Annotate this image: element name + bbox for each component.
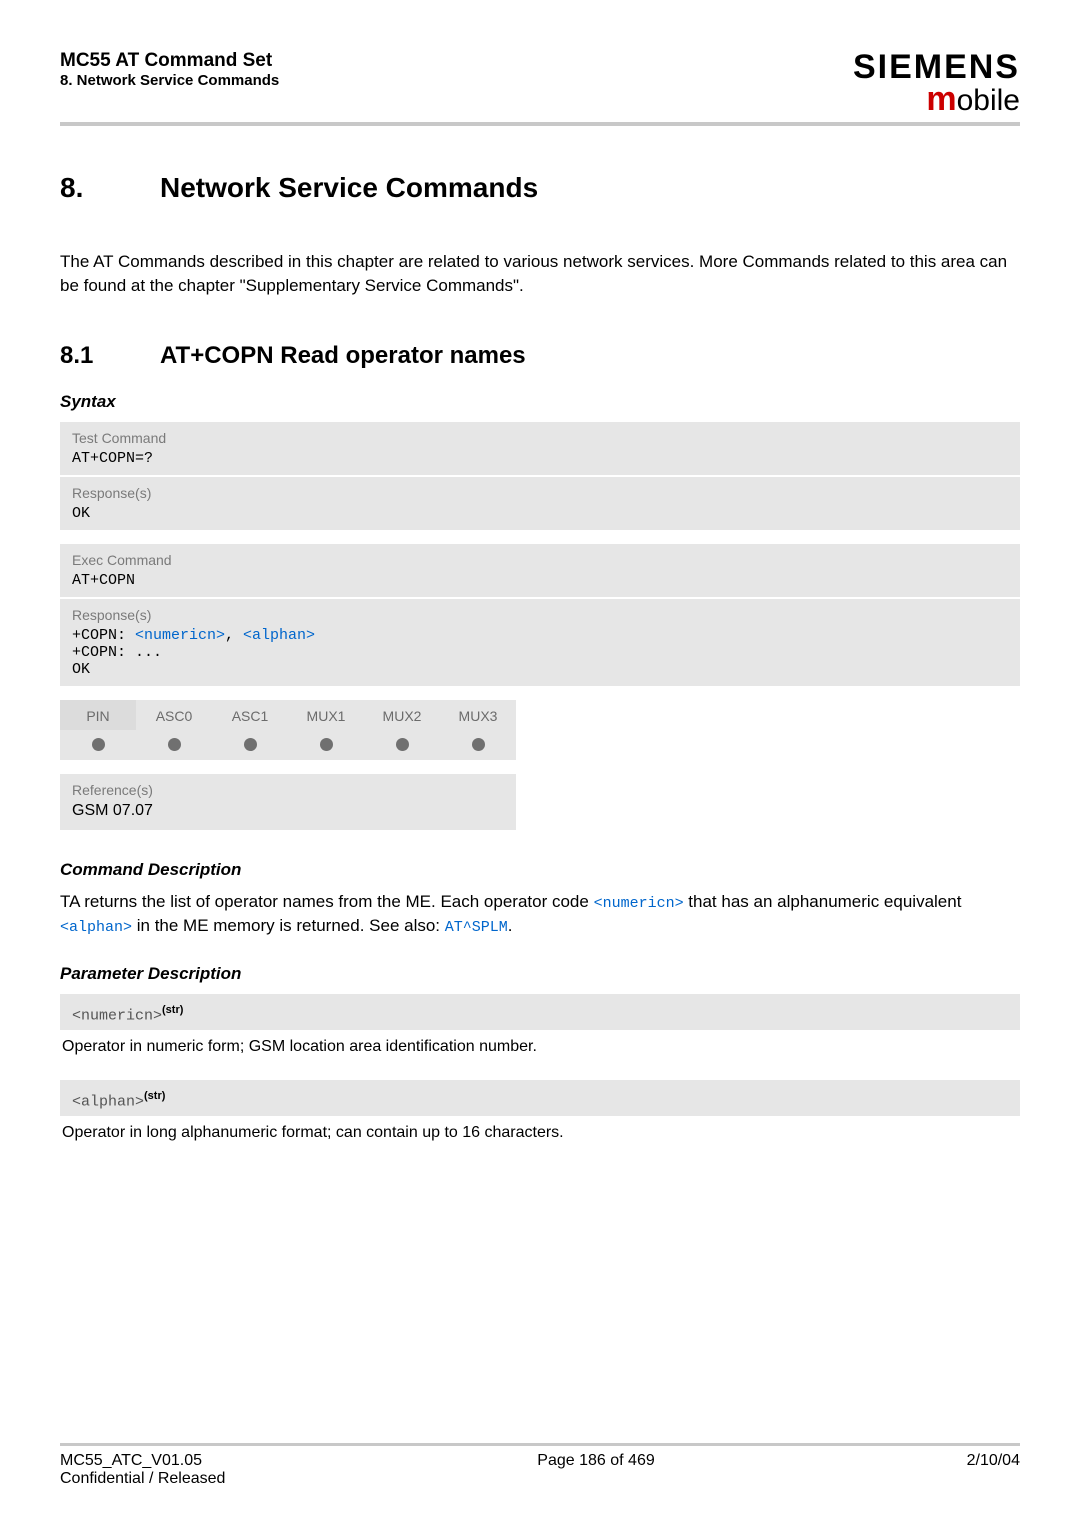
- param-alphan-box: <alphan>(str): [60, 1080, 1020, 1116]
- cmd-desc-part1: TA returns the list of operator names fr…: [60, 892, 594, 911]
- param-numericn-sup: (str): [162, 1004, 183, 1016]
- exec-response-line1: +COPN: <numericn>, <alphan>: [72, 627, 1008, 644]
- indicator-dot-cell: [136, 730, 212, 760]
- indicator-header-row: PIN ASC0 ASC1 MUX1 MUX2 MUX3: [60, 700, 516, 730]
- parameter-description-heading: Parameter Description: [60, 964, 1020, 984]
- dot-icon: [396, 738, 409, 751]
- exec-response-line2: +COPN: ...: [72, 644, 1008, 661]
- param-numericn-box: <numericn>(str): [60, 994, 1020, 1030]
- atsplm-link[interactable]: AT^SPLM: [445, 919, 508, 936]
- exec-command-top: Exec Command AT+COPN: [60, 544, 1020, 597]
- chapter-title: Network Service Commands: [160, 172, 538, 203]
- indicator-header: ASC0: [136, 700, 212, 730]
- indicator-header: PIN: [60, 700, 136, 730]
- param-alphan-sup: (str): [144, 1090, 165, 1102]
- indicator-dot-cell: [364, 730, 440, 760]
- footer-left: MC55_ATC_V01.05 Confidential / Released: [60, 1452, 225, 1488]
- section-heading: 8.1AT+COPN Read operator names: [60, 342, 1020, 370]
- indicator-dot-cell: [288, 730, 364, 760]
- dot-icon: [168, 738, 181, 751]
- test-response-label: Response(s): [72, 485, 1008, 501]
- test-command-top: Test Command AT+COPN=?: [60, 422, 1020, 475]
- alphan-link-inline[interactable]: <alphan>: [60, 919, 132, 936]
- param-alphan-name: <alphan>: [72, 1093, 144, 1110]
- chapter-number: 8.: [60, 172, 160, 204]
- param-alphan-desc: Operator in long alphanumeric format; ca…: [60, 1122, 1020, 1166]
- exec-response-line3: OK: [72, 661, 1008, 678]
- brand-wordmark: SIEMENS: [853, 50, 1020, 84]
- test-response-box: Response(s) OK: [60, 477, 1020, 530]
- test-command-code: AT+COPN=?: [72, 450, 1008, 467]
- param-numericn-name: <numericn>: [72, 1007, 162, 1024]
- test-command-label: Test Command: [72, 430, 1008, 446]
- reference-text: GSM 07.07: [72, 802, 504, 820]
- footer-page: Page 186 of 469: [537, 1452, 654, 1488]
- brand-subwordmark: mobile: [853, 82, 1020, 116]
- brand-sub-m: m: [926, 80, 956, 118]
- dot-icon: [244, 738, 257, 751]
- doc-subtitle: 8. Network Service Commands: [60, 72, 279, 89]
- resp1-prefix: +COPN:: [72, 627, 135, 644]
- exec-response-box: Response(s) +COPN: <numericn>, <alphan> …: [60, 599, 1020, 686]
- indicator-header: MUX2: [364, 700, 440, 730]
- chapter-heading: 8.Network Service Commands: [60, 172, 1020, 204]
- indicator-dot-cell: [440, 730, 516, 760]
- exec-response-label: Response(s): [72, 607, 1008, 623]
- alphan-link[interactable]: <alphan>: [243, 627, 315, 644]
- dot-icon: [472, 738, 485, 751]
- cmd-desc-part4: .: [508, 916, 513, 935]
- indicator-table: PIN ASC0 ASC1 MUX1 MUX2 MUX3: [60, 700, 516, 760]
- doc-title: MC55 AT Command Set: [60, 50, 279, 72]
- param-numericn-desc: Operator in numeric form; GSM location a…: [60, 1036, 1020, 1080]
- test-command-block: Test Command AT+COPN=? Response(s) OK: [60, 422, 1020, 530]
- chapter-intro: The AT Commands described in this chapte…: [60, 250, 1020, 298]
- dot-icon: [92, 738, 105, 751]
- test-response-code: OK: [72, 505, 1008, 522]
- cmd-desc-part2: that has an alphanumeric equivalent: [684, 892, 962, 911]
- numericn-link-inline[interactable]: <numericn>: [594, 895, 684, 912]
- numericn-link[interactable]: <numericn>: [135, 627, 225, 644]
- reference-label: Reference(s): [72, 782, 504, 798]
- indicator-header: MUX1: [288, 700, 364, 730]
- exec-command-block: Exec Command AT+COPN Response(s) +COPN: …: [60, 544, 1020, 686]
- command-description-heading: Command Description: [60, 860, 1020, 880]
- brand-sub-rest: obile: [957, 84, 1020, 117]
- footer-confidential: Confidential / Released: [60, 1470, 225, 1488]
- page-header: MC55 AT Command Set 8. Network Service C…: [60, 50, 1020, 126]
- resp1-sep: ,: [225, 627, 243, 644]
- command-description-body: TA returns the list of operator names fr…: [60, 890, 1020, 938]
- header-left: MC55 AT Command Set 8. Network Service C…: [60, 50, 279, 89]
- syntax-label: Syntax: [60, 392, 1020, 412]
- header-right: SIEMENS mobile: [853, 50, 1020, 116]
- indicator-header: ASC1: [212, 700, 288, 730]
- section-title: AT+COPN Read operator names: [160, 342, 526, 369]
- reference-box: Reference(s) GSM 07.07: [60, 774, 516, 830]
- exec-command-code: AT+COPN: [72, 572, 1008, 589]
- indicator-dot-row: [60, 730, 516, 760]
- indicator-header: MUX3: [440, 700, 516, 730]
- page-footer: MC55_ATC_V01.05 Confidential / Released …: [60, 1443, 1020, 1488]
- footer-date: 2/10/04: [967, 1452, 1020, 1488]
- dot-icon: [320, 738, 333, 751]
- footer-version: MC55_ATC_V01.05: [60, 1452, 225, 1470]
- indicator-dot-cell: [212, 730, 288, 760]
- indicator-dot-cell: [60, 730, 136, 760]
- cmd-desc-part3: in the ME memory is returned. See also:: [132, 916, 445, 935]
- exec-command-label: Exec Command: [72, 552, 1008, 568]
- section-number: 8.1: [60, 342, 160, 370]
